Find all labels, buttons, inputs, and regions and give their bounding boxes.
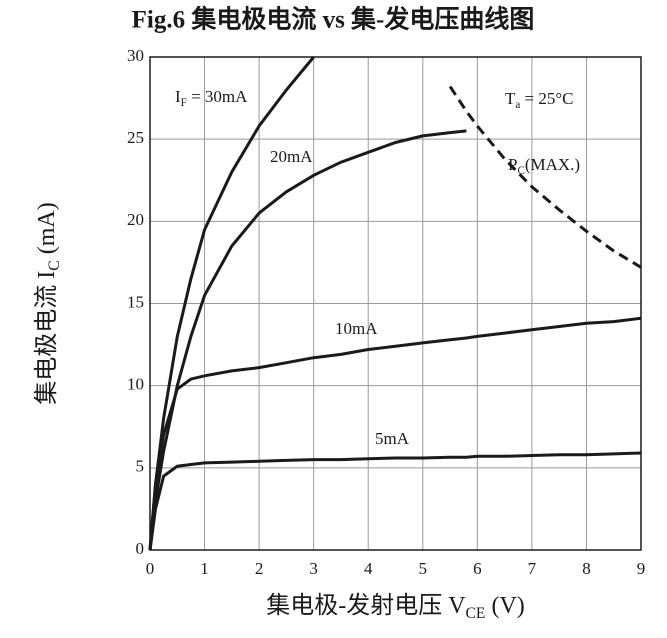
- series-label-sub: F: [181, 97, 187, 109]
- x-tick-label: 5: [419, 559, 428, 578]
- x-tick-label: 1: [200, 559, 209, 578]
- series-label-part: I: [175, 87, 181, 106]
- x-tick-label: 2: [255, 559, 264, 578]
- x-tick-label: 4: [364, 559, 373, 578]
- chart-title: Fig.6 集电极电流 vs 集-发电压曲线图: [132, 5, 535, 34]
- series-label-part: 10mA: [335, 319, 378, 338]
- x-axis-title-part: 集电极-发射电压 V: [266, 592, 466, 619]
- series-label-part: = 30mA: [187, 87, 248, 106]
- series-label-part: P: [508, 155, 517, 174]
- series-line: [448, 85, 642, 269]
- series-label-part: (MAX.): [525, 155, 580, 174]
- series-line: [148, 451, 642, 551]
- y-axis-title: 集电极电流 IC (mA): [33, 202, 63, 404]
- series-label: PC(MAX.): [508, 155, 580, 177]
- annotation-part: = 25°C: [520, 89, 573, 108]
- x-tick-label: 3: [309, 559, 318, 578]
- y-tick-label: 5: [136, 457, 145, 476]
- series-label-part: 5mA: [375, 429, 410, 448]
- plot-frame: [149, 56, 642, 551]
- y-tick-label: 10: [127, 375, 144, 394]
- x-tick-label: 7: [528, 559, 537, 578]
- y-tick-label: 30: [127, 46, 144, 65]
- annotation-part: T: [505, 89, 516, 108]
- x-axis-title-sub: CE: [466, 605, 486, 622]
- series-line: [148, 129, 467, 551]
- x-tick-label: 6: [473, 559, 482, 578]
- y-tick-label: 25: [127, 128, 144, 147]
- series-label-part: 20mA: [270, 147, 313, 166]
- y-tick-label: 0: [136, 539, 145, 558]
- annotation: Ta = 25°C: [505, 89, 574, 111]
- annotation-sub: a: [515, 99, 520, 111]
- y-axis-title-part: (mA): [34, 202, 60, 260]
- y-tick-label: 15: [127, 292, 144, 311]
- x-axis-title: 集电极-发射电压 VCE (V): [266, 592, 525, 622]
- series-label: 20mA: [270, 147, 313, 166]
- y-tick-label: 20: [127, 210, 144, 229]
- x-tick-label: 0: [146, 559, 155, 578]
- x-axis-title-part: (V): [485, 593, 524, 619]
- x-tick-label: 9: [637, 559, 646, 578]
- series-label-sub: C: [517, 165, 524, 177]
- x-tick-label: 8: [582, 559, 591, 578]
- y-axis-title-part: 集电极电流 I: [33, 271, 60, 405]
- series-label: 10mA: [335, 319, 378, 338]
- y-axis-title-sub: C: [46, 260, 63, 270]
- series-label: 5mA: [375, 429, 410, 448]
- series-label: IF = 30mA: [175, 87, 248, 109]
- series-line: [148, 316, 642, 551]
